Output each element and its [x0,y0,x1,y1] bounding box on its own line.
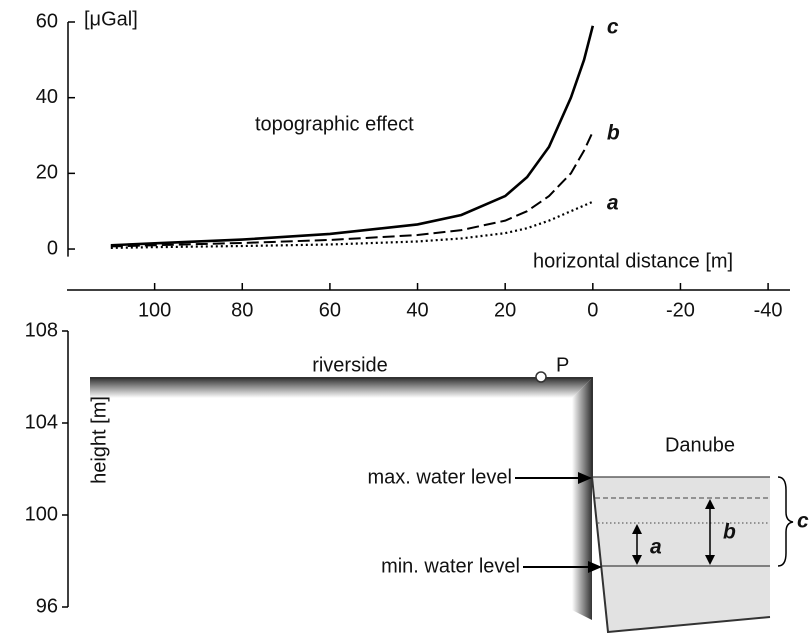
x-tick-label: 100 [138,299,171,321]
arrowhead [705,555,715,565]
point-label: P [556,354,569,376]
max-level-label: max. water level [368,466,513,488]
x-tick-label: 80 [231,299,253,321]
x-tick-label: 0 [587,299,598,321]
series-label: c [607,15,619,38]
range-label: a [650,536,662,559]
river-label: Danube [665,434,735,456]
range-label: b [723,521,736,544]
line-series [110,200,594,249]
y2-tick-label: 100 [25,503,58,525]
cross-section: riverside P Danube max. water level min.… [88,354,809,633]
terrain-outline [90,377,771,633]
arrowhead [632,524,642,534]
x-tick-label: -40 [754,299,783,321]
annotation: topographic effect [255,113,414,135]
y-tick-label: 40 [36,86,58,108]
y2-tick-label: 104 [25,411,58,433]
y2-tick-label: 108 [25,319,58,341]
min-level-label: min. water level [381,555,520,577]
range-label: c [797,510,809,533]
series-label: b [607,121,620,144]
x-axis-label: horizontal distance [m] [533,250,733,272]
arrowhead [578,472,592,484]
x-tick-label: 40 [406,299,428,321]
y-tick-label: 0 [47,237,58,259]
series-label: a [607,191,619,214]
arrowhead [632,555,642,565]
arrowhead [705,499,715,509]
y2-tick-label: 96 [36,595,58,617]
y-tick-label: 20 [36,162,58,184]
y2-axis-label: height [m] [88,396,110,484]
y-tick-label: 60 [36,10,58,32]
point-p [535,371,547,383]
x-tick-label: 60 [319,299,341,321]
river-water [593,477,770,632]
line-series [110,131,594,248]
y-unit-label: [μGal] [84,8,138,30]
arrowhead [588,561,602,573]
riverside-shade [90,378,592,398]
range-c-brace [777,476,794,567]
line-series [110,25,595,247]
bank-shade [572,378,592,620]
x-tick-label: -20 [666,299,695,321]
x-tick-label: 20 [494,299,516,321]
riverside-label: riverside [312,354,388,376]
